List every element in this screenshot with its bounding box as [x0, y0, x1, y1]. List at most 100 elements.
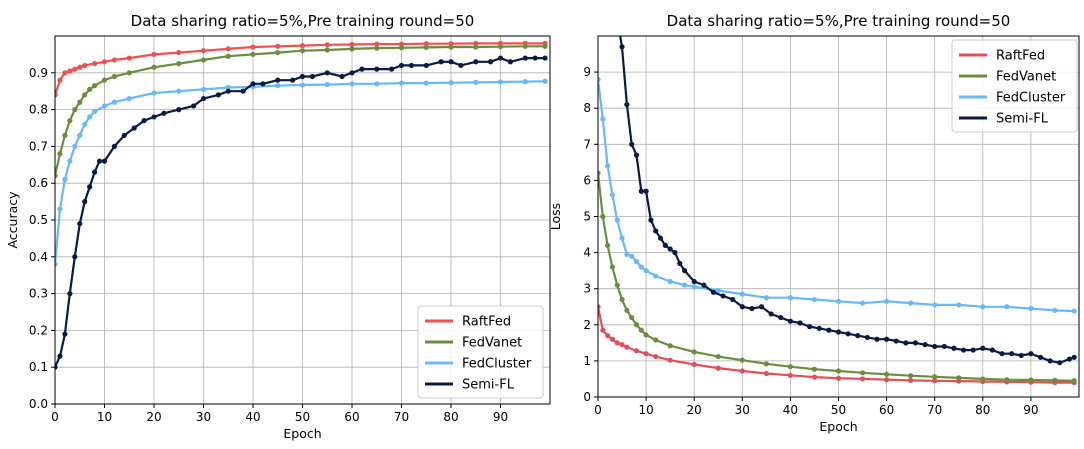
data-point: [448, 80, 454, 86]
data-point: [448, 59, 454, 65]
chart-title: Data sharing ratio=5%,Pre training round…: [131, 12, 475, 30]
data-point: [55, 173, 58, 179]
data-point: [131, 125, 137, 131]
data-point: [619, 44, 625, 50]
data-point: [398, 45, 405, 51]
data-point: [151, 90, 157, 96]
data-point: [864, 334, 870, 341]
data-point: [275, 49, 281, 56]
data-point: [653, 273, 659, 279]
data-point: [768, 311, 774, 317]
data-point: [92, 83, 98, 89]
data-point: [275, 83, 281, 89]
data-point: [423, 62, 429, 69]
data-point: [624, 251, 630, 258]
x-tick-label: 70: [394, 410, 409, 424]
data-point: [787, 295, 794, 301]
data-point: [614, 340, 620, 346]
x-tick-label: 20: [687, 403, 702, 417]
data-point: [662, 242, 668, 248]
data-point: [681, 268, 688, 274]
data-point: [497, 55, 504, 61]
data-point: [87, 86, 93, 92]
data-point: [956, 375, 962, 381]
data-point: [835, 375, 842, 381]
data-point: [111, 73, 117, 80]
data-point: [191, 103, 197, 109]
data-point: [884, 371, 890, 377]
data-point: [667, 343, 673, 349]
data-point: [739, 304, 745, 310]
data-point: [908, 373, 914, 379]
data-point: [951, 345, 957, 351]
y-tick-label: 0.0: [29, 397, 48, 411]
data-point: [151, 64, 157, 70]
data-point: [423, 44, 429, 51]
data-point: [200, 57, 207, 63]
data-point: [126, 95, 132, 102]
x-tick-label: 80: [975, 403, 990, 417]
data-point: [77, 221, 83, 227]
data-point: [374, 81, 380, 87]
data-point: [845, 331, 851, 337]
y-axis-label: Loss: [548, 203, 563, 230]
data-point: [542, 78, 548, 84]
y-tick-label: 5: [583, 210, 591, 224]
data-point: [67, 118, 73, 124]
data-point: [507, 59, 513, 65]
data-point: [1028, 305, 1034, 312]
data-point: [884, 377, 890, 383]
data-point: [62, 70, 68, 76]
data-point: [111, 99, 117, 105]
data-point: [497, 44, 504, 50]
data-point: [989, 347, 996, 353]
data-point: [903, 340, 909, 346]
data-point: [250, 44, 256, 50]
data-point: [835, 329, 842, 335]
data-point: [681, 282, 688, 288]
data-point: [629, 253, 635, 259]
data-point: [176, 88, 182, 94]
data-point: [1066, 356, 1072, 362]
data-point: [598, 170, 601, 176]
data-point: [633, 152, 640, 158]
data-point: [349, 41, 355, 48]
x-tick-label: 50: [831, 403, 846, 417]
data-point: [200, 95, 207, 102]
data-point: [715, 287, 721, 294]
data-point: [250, 81, 256, 87]
data-point: [374, 45, 380, 51]
data-point: [473, 44, 479, 50]
data-point: [1071, 354, 1077, 360]
y-tick-label: 0.3: [29, 287, 48, 301]
chart-1: 0 10 20 30 40 50 60 70 80 90 0.0 0.1 0.2 0.3 0.4 0.5 0.6…: [5, 12, 551, 441]
data-point: [855, 333, 861, 339]
data-point: [1071, 378, 1077, 384]
data-point: [835, 298, 842, 304]
legend-label: RaftFed: [996, 49, 1045, 64]
data-point: [448, 44, 454, 50]
data-point: [605, 163, 611, 169]
data-point: [151, 51, 157, 58]
data-point: [605, 242, 611, 248]
data-point: [92, 169, 98, 175]
data-point: [77, 132, 83, 138]
data-point: [619, 235, 625, 241]
data-point: [633, 348, 640, 354]
data-point: [324, 70, 330, 76]
plot-area: [55, 40, 548, 370]
data-point: [980, 345, 986, 351]
legend-label: Semi-FL: [996, 112, 1049, 127]
data-point: [67, 291, 73, 297]
data-point: [643, 351, 649, 357]
data-point: [643, 332, 649, 338]
chart-title: Data sharing ratio=5%,Pre training round…: [667, 12, 1011, 30]
data-point: [299, 42, 306, 49]
data-point: [980, 304, 986, 310]
data-point: [96, 158, 103, 164]
data-point: [309, 73, 315, 80]
data-point: [349, 81, 355, 87]
data-point: [970, 347, 976, 353]
